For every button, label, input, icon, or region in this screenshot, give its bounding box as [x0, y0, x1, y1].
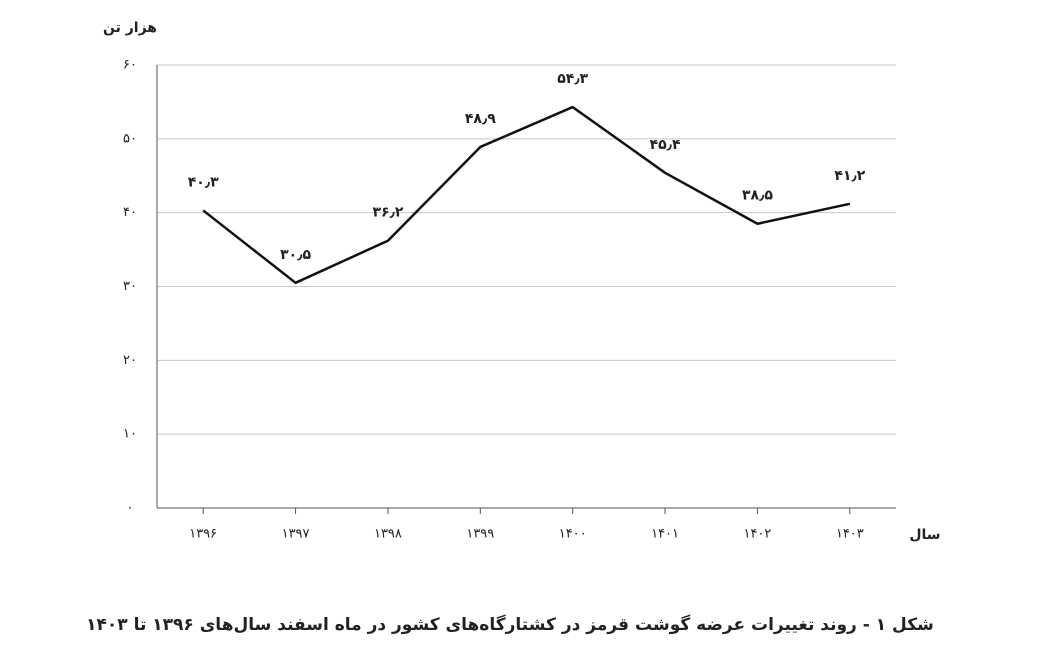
x-tick-label: ۱۴۰۰	[559, 527, 587, 542]
x-tick-label: ۱۳۹۶	[189, 527, 217, 542]
data-label: ۴۸٫۹	[465, 111, 496, 127]
x-tick-label: ۱۳۹۹	[466, 527, 494, 542]
data-label: ۴۰٫۳	[188, 174, 219, 190]
x-tick-label: ۱۳۹۸	[374, 527, 402, 542]
data-label: ۴۱٫۲	[834, 168, 865, 184]
data-label: ۳۶٫۲	[373, 205, 404, 221]
data-label: ۳۰٫۵	[280, 247, 311, 263]
y-tick-label: ۶۰	[123, 58, 137, 73]
y-tick-label: ۳۰	[123, 279, 137, 294]
line	[202, 105, 851, 285]
y-axis-label: هزار تن	[103, 20, 157, 36]
data-label: ۵۴٫۳	[557, 71, 588, 87]
x-tick-label: ۱۳۹۷	[282, 527, 310, 542]
y-tick-label: ۲۰	[123, 353, 137, 368]
data-label: ۳۸٫۵	[742, 188, 773, 204]
x-tick-label: ۱۴۰۲	[743, 527, 771, 542]
y-tick-label: ۱۰	[123, 427, 137, 442]
y-tick-label: ۵۰	[123, 131, 137, 146]
data-label: ۴۵٫۴	[650, 137, 681, 153]
y-tick-label: ۰	[127, 501, 134, 516]
x-tick-label: ۱۴۰۳	[836, 527, 864, 542]
x-axis-label: سال	[909, 527, 940, 543]
y-tick-label: ۴۰	[123, 205, 137, 220]
chart-title: شکل ۱ - روند تغییرات عرضه گوشت قرمز در ک…	[86, 614, 934, 635]
x-tick-label: ۱۴۰۱	[651, 527, 679, 542]
